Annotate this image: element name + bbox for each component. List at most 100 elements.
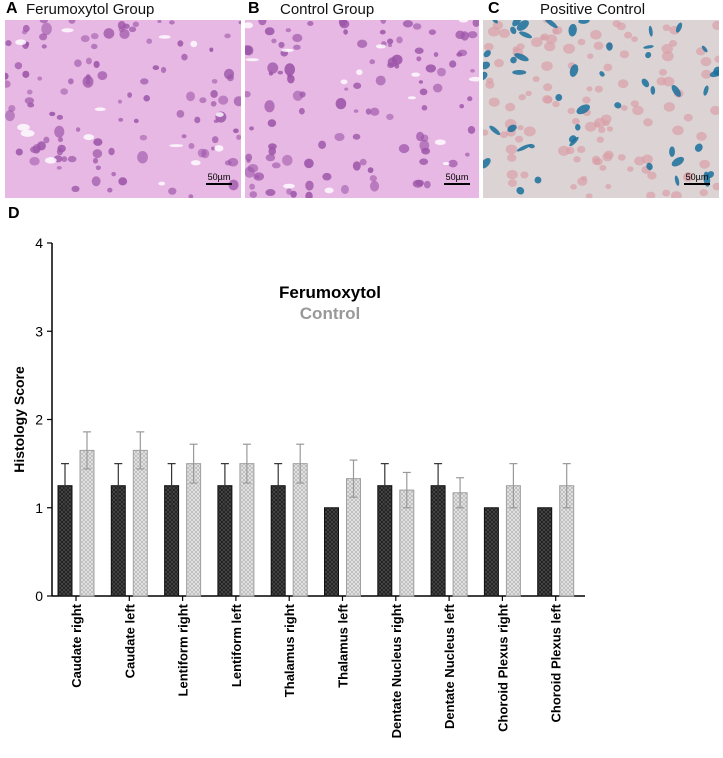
stained-cell (95, 165, 101, 171)
iron-deposit (606, 42, 613, 51)
stained-cell (415, 179, 425, 187)
panel-d-letter: D (8, 205, 20, 222)
stained-cell (210, 100, 217, 107)
stained-cell (90, 32, 99, 40)
nucleus (596, 136, 605, 143)
iron-deposit (578, 20, 590, 24)
nucleus (634, 156, 645, 166)
stained-cell (5, 80, 11, 88)
nucleus (485, 80, 495, 89)
nucleus (525, 90, 532, 97)
panel-a-letter: A (6, 0, 18, 17)
nucleus (672, 125, 684, 136)
iron-deposit (671, 156, 685, 167)
nucleus (570, 184, 577, 190)
nucleus (627, 166, 634, 172)
stained-cell (245, 45, 253, 55)
stained-cell (57, 144, 66, 153)
bar-control (79, 449, 95, 597)
ferumoxytol-micrograph (5, 20, 241, 198)
stained-cell (160, 66, 167, 74)
stained-cell (41, 22, 52, 36)
stained-cell (470, 68, 475, 73)
stained-cell (357, 39, 368, 49)
stained-cell (140, 78, 149, 85)
nucleus (606, 126, 614, 132)
stained-cell (267, 62, 279, 74)
stained-cell (318, 140, 327, 149)
iron-deposit (706, 171, 715, 179)
stained-cell (268, 71, 274, 76)
stained-cell (97, 71, 108, 81)
iron-deposit (641, 78, 650, 88)
nucleus (571, 117, 580, 125)
stained-cell (387, 38, 394, 45)
y-tick-label: 3 (35, 323, 43, 339)
stained-cell (127, 92, 133, 98)
stained-cell (322, 172, 332, 181)
stained-cell (8, 104, 16, 112)
stained-cell (292, 33, 303, 43)
stained-cell (467, 31, 478, 39)
stained-cell (419, 88, 428, 96)
stained-cell (258, 20, 267, 26)
vacuole (375, 44, 386, 49)
nucleus (624, 31, 633, 39)
stained-cell (139, 134, 148, 141)
nucleus (541, 61, 553, 71)
stained-cell (211, 136, 219, 144)
nucleus (507, 179, 518, 187)
stained-cell (265, 189, 276, 197)
stained-cell (419, 158, 429, 165)
nucleus (710, 105, 719, 116)
stained-cell (188, 194, 194, 198)
stained-cell (398, 144, 410, 154)
stained-cell (15, 148, 23, 156)
stained-cell (271, 38, 277, 44)
stained-cell (43, 136, 50, 144)
nucleus (576, 145, 586, 154)
iron-deposit (544, 20, 558, 29)
stained-cell (277, 70, 284, 75)
vacuole (324, 187, 334, 194)
nucleus (661, 43, 673, 54)
stained-cell (391, 54, 403, 65)
y-tick-label: 4 (35, 235, 43, 251)
iron-deposit (648, 25, 653, 37)
nucleus (507, 153, 517, 162)
nucleus (670, 191, 682, 198)
stained-cell (61, 156, 68, 162)
stained-cell (168, 187, 177, 195)
iron-deposit (568, 23, 577, 37)
histology-bar-chart: 0 1 2 3 4 Histology Score Caudate right Caudate… (11, 235, 585, 738)
iron-deposit (519, 31, 533, 39)
iron-deposit (483, 158, 491, 169)
stained-cell (293, 44, 301, 50)
iron-deposit (483, 71, 488, 81)
nucleus (532, 76, 540, 83)
stained-cell (396, 36, 403, 44)
scale-bar-a: 50µm (206, 172, 232, 185)
stained-cell (449, 60, 457, 68)
nucleus (517, 124, 524, 131)
iron-deposit (512, 69, 527, 75)
vacuole (215, 112, 224, 118)
vacuole (214, 145, 224, 152)
nucleus (585, 193, 593, 198)
stained-cell (91, 43, 98, 50)
stained-cell (467, 96, 473, 102)
stained-cell (93, 138, 103, 146)
nucleus (712, 182, 719, 191)
vacuole (407, 96, 416, 100)
nucleus (617, 79, 629, 89)
iron-deposit (669, 146, 675, 157)
scale-label-b: 50µm (445, 172, 469, 182)
stained-cell (24, 97, 35, 105)
stained-cell (32, 144, 41, 154)
stained-cell (402, 20, 414, 28)
stained-cell (432, 83, 443, 93)
nucleus (587, 53, 594, 59)
nucleus (630, 100, 639, 108)
nucleus (523, 126, 536, 137)
stained-cell (456, 52, 463, 57)
